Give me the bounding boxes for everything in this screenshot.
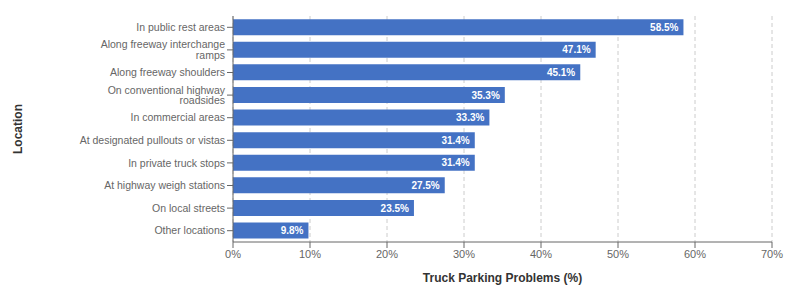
svg-text:40%: 40% (530, 248, 552, 260)
svg-text:9.8%: 9.8% (281, 225, 304, 236)
svg-text:27.5%: 27.5% (411, 180, 439, 191)
svg-text:At designated pullouts or vist: At designated pullouts or vistas (80, 134, 225, 146)
svg-text:0%: 0% (225, 248, 241, 260)
svg-text:30%: 30% (453, 248, 475, 260)
svg-text:At highway weigh stations: At highway weigh stations (104, 179, 225, 191)
svg-text:Along freeway interchangeramps: Along freeway interchangeramps (101, 38, 225, 61)
svg-text:In public rest areas: In public rest areas (136, 21, 225, 33)
svg-text:35.3%: 35.3% (471, 90, 499, 101)
svg-text:47.1%: 47.1% (562, 44, 590, 55)
svg-text:In commercial areas: In commercial areas (130, 111, 225, 123)
svg-text:33.3%: 33.3% (456, 112, 484, 123)
svg-text:58.5%: 58.5% (650, 22, 678, 33)
svg-text:Along freeway shoulders: Along freeway shoulders (110, 66, 225, 78)
svg-text:20%: 20% (376, 248, 398, 260)
svg-text:70%: 70% (761, 248, 783, 260)
svg-text:60%: 60% (684, 248, 706, 260)
svg-text:10%: 10% (299, 248, 321, 260)
svg-text:On local streets: On local streets (152, 202, 225, 214)
svg-text:Truck Parking Problems (%): Truck Parking Problems (%) (423, 271, 582, 285)
svg-text:31.4%: 31.4% (441, 157, 469, 168)
svg-text:Location: Location (11, 104, 25, 154)
svg-text:In private truck stops: In private truck stops (128, 157, 225, 169)
svg-text:45.1%: 45.1% (547, 67, 575, 78)
svg-text:Other locations: Other locations (154, 224, 225, 236)
svg-text:50%: 50% (607, 248, 629, 260)
svg-text:On conventional highwayroadsid: On conventional highwayroadsides (108, 84, 226, 107)
svg-text:31.4%: 31.4% (441, 135, 469, 146)
svg-text:23.5%: 23.5% (381, 203, 409, 214)
